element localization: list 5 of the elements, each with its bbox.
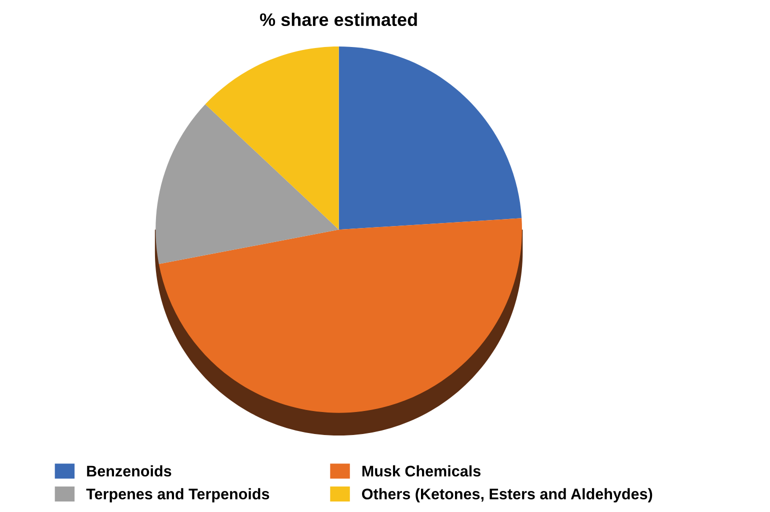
legend-label: Terpenes and Terpenoids	[86, 488, 270, 502]
legend-label: Musk Chemicals	[362, 465, 481, 477]
chart-title: % share estimated	[260, 12, 417, 26]
legend-label: Benzenoids	[87, 465, 172, 477]
legend-label: Others (Ketones, Esters and Aldehydes)	[362, 488, 652, 502]
